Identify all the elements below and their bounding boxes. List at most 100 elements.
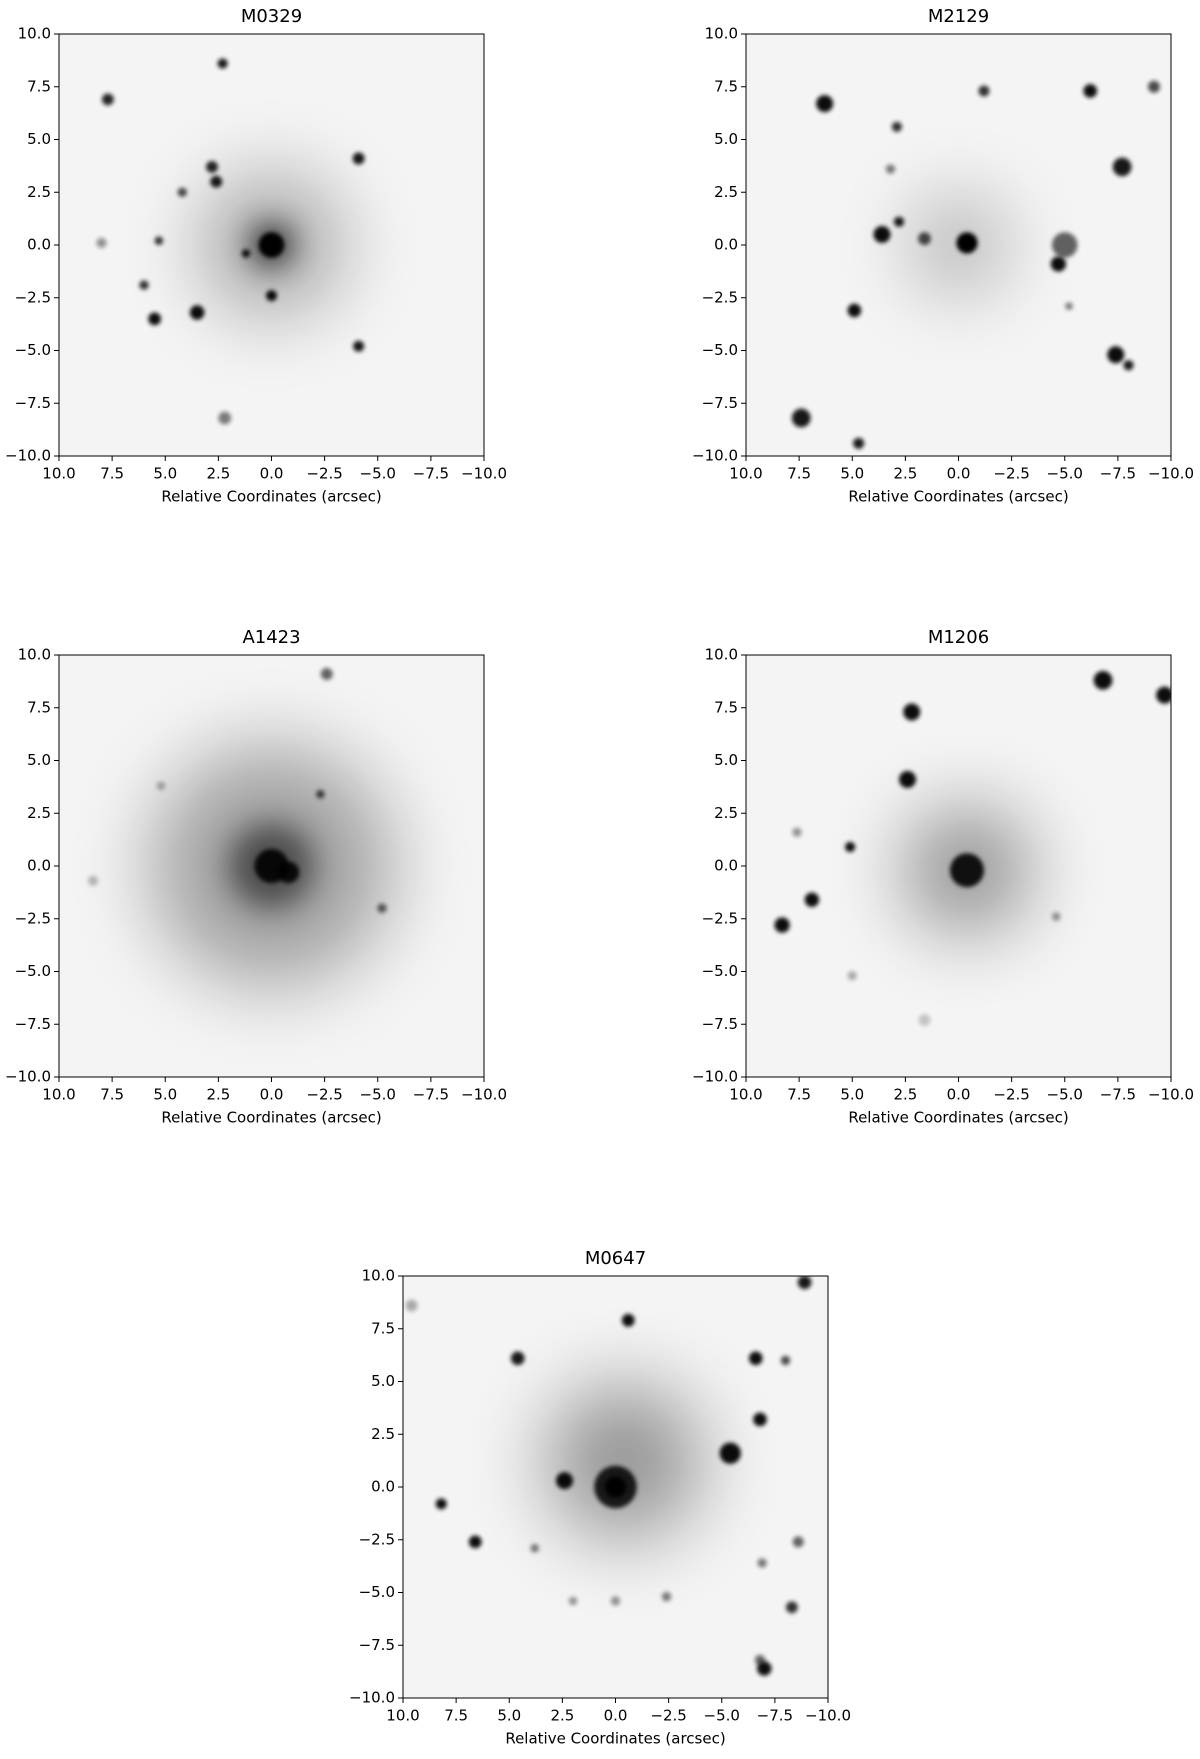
x-tick-label: 5.0 (153, 465, 177, 483)
x-tick-label: 7.5 (444, 1707, 468, 1725)
x-tick-label: −5.0 (704, 1707, 740, 1725)
x-tick-label: −10.0 (461, 465, 507, 483)
source (405, 1299, 418, 1312)
y-tick-label: −10.0 (5, 1068, 51, 1086)
x-tick-label: −2.5 (306, 1086, 342, 1104)
source (258, 232, 285, 258)
y-tick-label: 2.5 (714, 183, 738, 201)
y-tick-label: −7.5 (15, 1015, 51, 1033)
source (1083, 84, 1098, 98)
source (918, 1014, 931, 1026)
y-tick-label: 0.0 (27, 857, 51, 875)
source (950, 853, 984, 888)
y-tick-label: −5.0 (359, 1583, 395, 1601)
y-tick-label: 10.0 (705, 25, 738, 43)
source (757, 1661, 772, 1676)
source (177, 187, 187, 197)
source (1123, 360, 1134, 371)
source (377, 903, 387, 913)
x-tick-label: 7.5 (100, 1086, 124, 1104)
source (797, 1276, 812, 1290)
y-tick-label: −5.0 (702, 962, 738, 980)
x-tick-label: −2.5 (993, 465, 1029, 483)
y-tick-label: 7.5 (714, 698, 738, 716)
y-tick-label: 10.0 (362, 1267, 395, 1285)
y-tick-label: −10.0 (692, 447, 738, 465)
y-tick-label: −10.0 (349, 1689, 395, 1707)
source (320, 668, 333, 680)
source (154, 236, 164, 246)
x-tick-label: 5.0 (840, 465, 864, 483)
source (621, 1313, 635, 1327)
source (847, 971, 857, 981)
source (156, 781, 166, 791)
source (1156, 686, 1171, 704)
x-tick-label: −7.5 (757, 1707, 793, 1725)
panel: 10.0 7.5 5.0 2.5 0.0 −2.5 −5.0 −7.5 −10.0 −10.0 −7… (692, 627, 1194, 1127)
y-tick-label: −10.0 (5, 447, 51, 465)
source (568, 1596, 578, 1606)
source (891, 121, 902, 132)
x-tick-label: 2.5 (893, 465, 917, 483)
x-tick-label: −5.0 (1047, 465, 1083, 483)
source (189, 305, 205, 320)
x-tick-label: −2.5 (993, 1086, 1029, 1104)
x-tick-label: −7.5 (1100, 1086, 1136, 1104)
y-tick-label: −2.5 (15, 288, 51, 306)
source (218, 411, 232, 425)
x-tick-label: 0.0 (947, 465, 971, 483)
source (468, 1535, 482, 1549)
y-tick-label: −10.0 (692, 1068, 738, 1086)
x-tick-label: 2.5 (206, 1086, 230, 1104)
y-tick-label: 0.0 (371, 1478, 395, 1496)
source (148, 312, 161, 326)
source (547, 1385, 701, 1539)
source (956, 232, 978, 254)
source (719, 1442, 741, 1464)
panel: 10.0 7.5 5.0 2.5 0.0 −2.5 −5.0 −7.5 −10.0 −10.0 −7… (692, 6, 1194, 506)
y-tick-label: −7.5 (702, 1015, 738, 1033)
y-tick-label: 7.5 (371, 1319, 395, 1337)
chart-title: M1206 (928, 627, 989, 648)
source (816, 95, 834, 113)
source (774, 917, 790, 933)
source (241, 249, 251, 258)
y-tick-label: −2.5 (702, 288, 738, 306)
y-tick-label: 2.5 (27, 183, 51, 201)
x-tick-label: −7.5 (1100, 465, 1136, 483)
sky-image (746, 34, 1171, 456)
source (1052, 912, 1061, 921)
x-axis-label: Relative Coordinates (arcsec) (505, 1730, 725, 1748)
source (885, 164, 896, 174)
x-axis-label: Relative Coordinates (arcsec) (161, 1109, 381, 1127)
x-tick-label: 7.5 (787, 1086, 811, 1104)
x-tick-label: −10.0 (805, 1707, 851, 1725)
source (352, 152, 365, 165)
source (96, 237, 107, 248)
x-tick-label: 10.0 (386, 1707, 419, 1725)
y-tick-label: 2.5 (714, 804, 738, 822)
source (753, 1412, 767, 1427)
source (853, 437, 865, 449)
source (1112, 157, 1132, 177)
x-tick-label: 10.0 (42, 1086, 75, 1104)
y-tick-label: 5.0 (714, 130, 738, 148)
x-tick-label: −2.5 (650, 1707, 686, 1725)
x-axis-label: Relative Coordinates (arcsec) (848, 1109, 1068, 1127)
y-tick-label: 0.0 (714, 236, 738, 254)
x-tick-label: −10.0 (461, 1086, 507, 1104)
y-tick-label: 5.0 (714, 751, 738, 769)
source (847, 303, 862, 318)
source (791, 408, 811, 428)
source (792, 827, 802, 837)
x-tick-label: −7.5 (413, 1086, 449, 1104)
chart-title: M0647 (585, 1248, 646, 1269)
x-tick-label: 2.5 (550, 1707, 574, 1725)
source (748, 1351, 763, 1366)
y-tick-label: −7.5 (359, 1636, 395, 1654)
x-tick-label: 0.0 (260, 465, 284, 483)
x-tick-label: 0.0 (260, 1086, 284, 1104)
source (530, 1543, 539, 1553)
x-tick-label: −5.0 (360, 465, 396, 483)
source (353, 340, 365, 352)
